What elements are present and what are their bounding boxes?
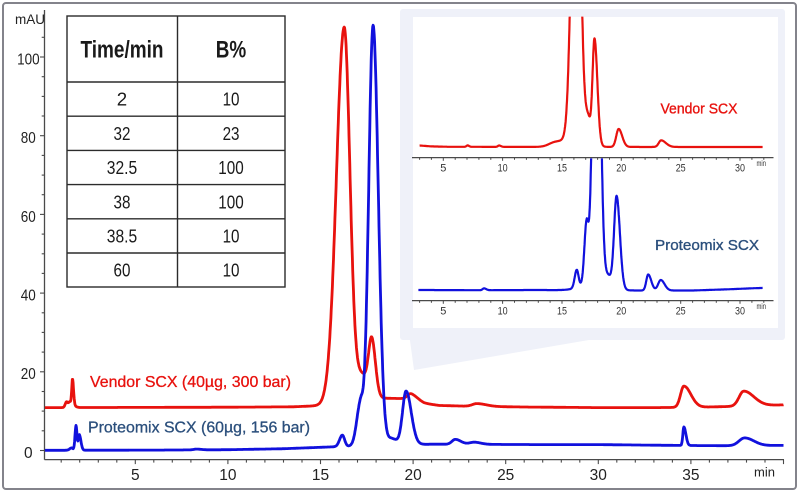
svg-text:60: 60 bbox=[114, 260, 131, 281]
svg-text:5: 5 bbox=[440, 163, 446, 175]
svg-text:mAU: mAU bbox=[15, 12, 45, 27]
svg-text:20: 20 bbox=[21, 366, 36, 383]
svg-text:38.5: 38.5 bbox=[107, 226, 137, 247]
svg-text:20: 20 bbox=[616, 163, 626, 175]
svg-text:Vendor SCX: Vendor SCX bbox=[661, 100, 738, 117]
svg-text:min: min bbox=[757, 302, 767, 311]
svg-text:32.5: 32.5 bbox=[107, 157, 137, 178]
svg-text:25: 25 bbox=[676, 163, 686, 175]
svg-text:0: 0 bbox=[24, 445, 33, 462]
svg-text:10: 10 bbox=[498, 163, 508, 175]
svg-text:40: 40 bbox=[21, 288, 36, 305]
svg-text:30: 30 bbox=[735, 163, 745, 175]
svg-text:100: 100 bbox=[17, 51, 40, 68]
svg-text:32: 32 bbox=[114, 123, 131, 144]
svg-text:Proteomix SCX (60µg, 156 bar): Proteomix SCX (60µg, 156 bar) bbox=[88, 420, 310, 437]
svg-text:min: min bbox=[754, 464, 775, 479]
svg-text:20: 20 bbox=[404, 467, 422, 484]
svg-text:5: 5 bbox=[440, 306, 446, 318]
svg-text:10: 10 bbox=[498, 306, 508, 318]
svg-text:80: 80 bbox=[21, 130, 36, 147]
svg-text:B%: B% bbox=[216, 36, 247, 63]
svg-text:Time/min: Time/min bbox=[81, 36, 164, 63]
svg-text:35: 35 bbox=[682, 467, 699, 484]
svg-text:30: 30 bbox=[590, 467, 608, 484]
svg-text:Vendor SCX (40µg, 300 bar): Vendor SCX (40µg, 300 bar) bbox=[90, 374, 291, 391]
svg-text:15: 15 bbox=[557, 163, 567, 175]
svg-text:38: 38 bbox=[114, 191, 131, 212]
svg-text:Proteomix SCX: Proteomix SCX bbox=[655, 237, 759, 254]
svg-text:min: min bbox=[757, 159, 767, 168]
svg-text:10: 10 bbox=[223, 226, 240, 247]
svg-text:30: 30 bbox=[735, 306, 745, 318]
svg-text:100: 100 bbox=[218, 157, 243, 178]
svg-text:60: 60 bbox=[21, 209, 36, 226]
svg-text:25: 25 bbox=[497, 467, 514, 484]
svg-text:10: 10 bbox=[223, 89, 240, 110]
svg-text:2: 2 bbox=[117, 89, 127, 110]
svg-text:100: 100 bbox=[218, 191, 243, 212]
svg-text:23: 23 bbox=[223, 123, 240, 144]
svg-text:20: 20 bbox=[616, 306, 626, 318]
svg-text:15: 15 bbox=[312, 467, 329, 484]
svg-text:10: 10 bbox=[223, 260, 240, 281]
svg-text:10: 10 bbox=[219, 467, 237, 484]
svg-text:15: 15 bbox=[557, 306, 567, 318]
svg-text:25: 25 bbox=[676, 306, 686, 318]
svg-text:5: 5 bbox=[131, 467, 140, 484]
